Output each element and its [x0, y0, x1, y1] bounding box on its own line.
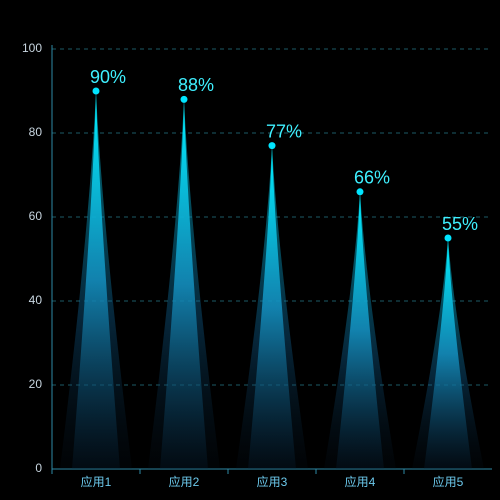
y-tick-label: 100 — [22, 41, 42, 55]
spike-dot — [180, 95, 188, 103]
spike-dot — [92, 87, 100, 95]
spike-inner — [72, 91, 120, 469]
value-label: 66% — [354, 168, 390, 188]
value-label: 77% — [266, 121, 302, 141]
x-tick-label: 应用4 — [345, 474, 376, 489]
x-tick-label: 应用2 — [169, 474, 200, 489]
value-label: 90% — [90, 67, 126, 87]
spike-inner — [160, 99, 208, 470]
y-tick-label: 40 — [29, 293, 43, 307]
y-tick-label: 20 — [29, 377, 43, 391]
y-tick-label: 80 — [29, 125, 43, 139]
y-tick-label: 0 — [35, 461, 42, 475]
value-label: 55% — [442, 214, 478, 234]
spike-inner — [248, 145, 296, 469]
spike-dot — [356, 188, 364, 196]
y-tick-label: 60 — [29, 209, 43, 223]
x-tick-label: 应用5 — [433, 474, 464, 489]
spike-inner — [336, 191, 384, 470]
spike-inner — [424, 238, 472, 469]
spike-dot — [444, 234, 452, 242]
x-tick-label: 应用3 — [257, 474, 288, 489]
value-label: 88% — [178, 75, 214, 95]
x-tick-label: 应用1 — [81, 474, 112, 489]
spike-dot — [268, 142, 276, 150]
